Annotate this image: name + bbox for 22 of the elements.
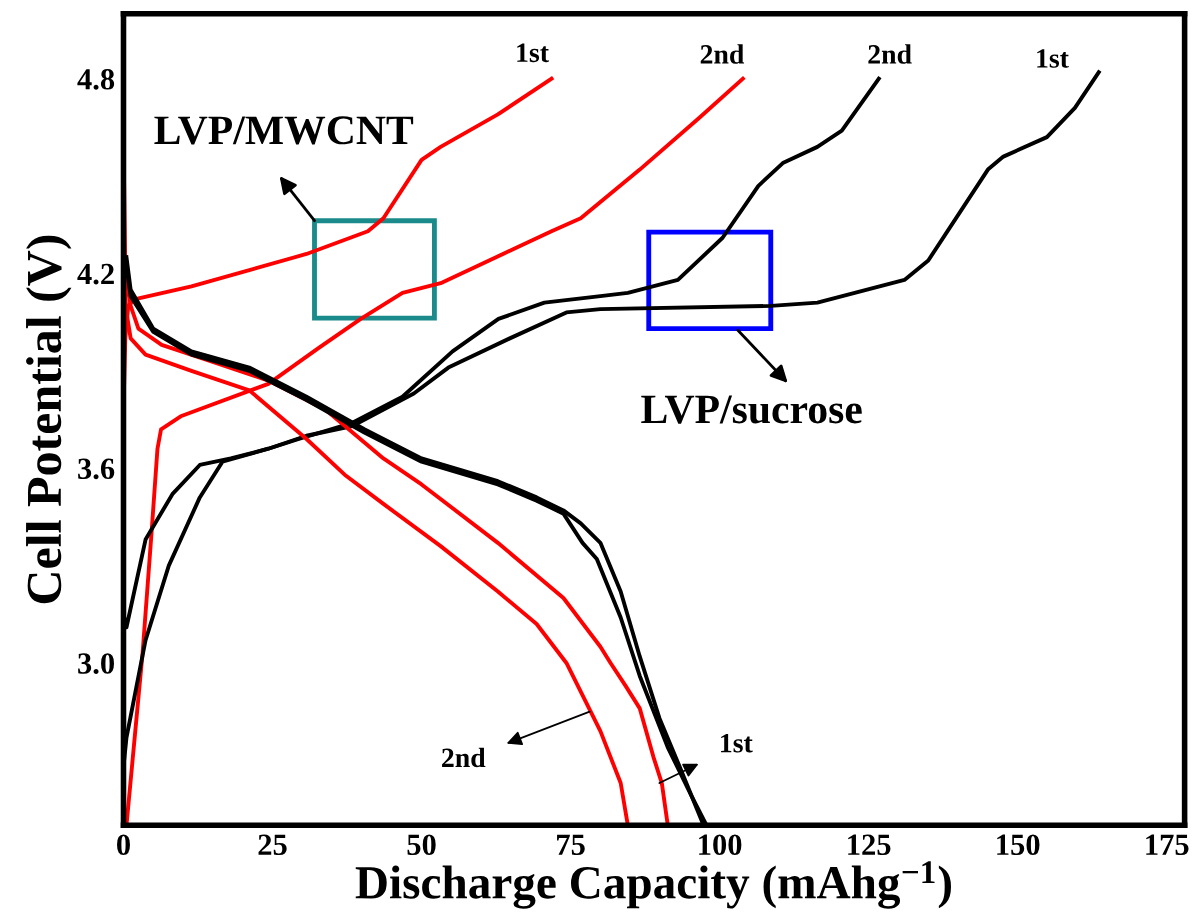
annotation: LVP/sucrose (641, 395, 862, 424)
x-axis-title: Discharge Capacity (mAhg$^{−1}$) (355, 861, 951, 909)
x-tick-label: 125 (848, 834, 891, 856)
x-tick-label: 100 (699, 834, 742, 856)
annotation: 2nd (868, 44, 912, 64)
x-tick-label: 25 (258, 834, 287, 856)
annotation: 1st (1037, 49, 1069, 68)
annotation: 2nd (442, 747, 486, 768)
annotation: LVP/MWCNT (154, 116, 414, 145)
x-tick-label: 150 (997, 834, 1040, 856)
y-tick-label: 4.8 (77, 69, 115, 90)
x-tick-label: 75 (557, 834, 585, 856)
x-tick-label: 50 (407, 834, 436, 856)
y-tick-label: 4.2 (77, 263, 114, 285)
x-tick-label: 175 (1146, 834, 1189, 856)
annotation: 1st (721, 733, 753, 753)
y-tick-label: 3.0 (78, 653, 114, 674)
y-axis-title: Cell Potential (V) (26, 235, 72, 604)
annotation: 2nd (700, 44, 745, 64)
x-tick-label: 0 (117, 834, 130, 856)
annotation: 1st (517, 43, 549, 63)
y-tick-label: 3.6 (78, 458, 115, 480)
